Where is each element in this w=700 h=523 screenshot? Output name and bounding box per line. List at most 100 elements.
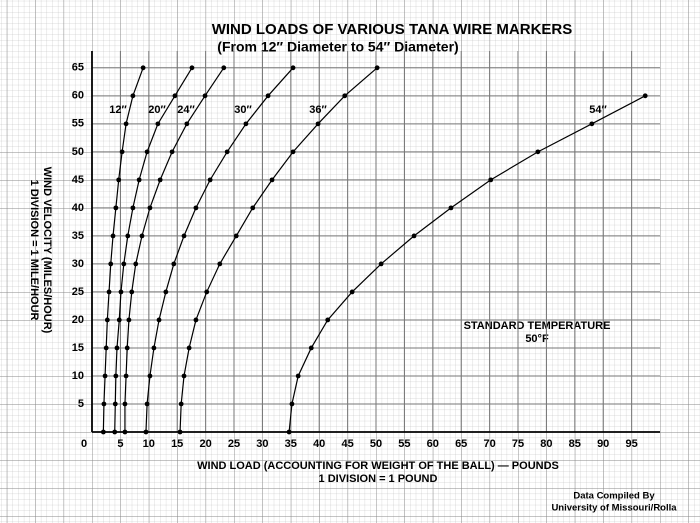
source-note: University of Missouri/Rolla (551, 503, 677, 514)
data-point (202, 93, 208, 99)
y-axis-subtitle: 1 DIVISION = 1 MILE/HOUR (28, 180, 40, 321)
data-point (108, 261, 114, 267)
x-tick-label: 85 (569, 438, 581, 450)
data-point (113, 205, 119, 211)
data-point (125, 233, 131, 239)
data-point (110, 233, 116, 239)
y-tick-label: 25 (72, 286, 84, 298)
data-point (155, 121, 161, 127)
data-point (163, 289, 169, 295)
series-line (145, 67, 294, 433)
data-point (140, 65, 146, 71)
x-tick-label: 55 (398, 438, 410, 450)
data-point (243, 121, 249, 127)
data-point (269, 177, 275, 183)
data-point (290, 65, 296, 71)
data-point (193, 205, 199, 211)
data-point (116, 317, 122, 323)
data-point (286, 429, 292, 435)
data-point (207, 177, 213, 183)
x-axis-subtitle: 1 DIVISION = 1 POUND (319, 473, 438, 485)
data-point (147, 373, 153, 379)
x-tick-label: 95 (625, 438, 637, 450)
data-point (488, 177, 494, 183)
series-line (102, 67, 144, 433)
data-point (315, 121, 321, 127)
data-point (123, 373, 129, 379)
x-tick-label: 75 (512, 438, 524, 450)
data-point (342, 93, 348, 99)
x-tick-label: 30 (256, 438, 268, 450)
x-tick-label: 70 (483, 438, 495, 450)
x-tick-label: 90 (597, 438, 609, 450)
data-point (374, 65, 380, 71)
data-point (265, 93, 271, 99)
y-tick-label: 10 (72, 370, 84, 382)
data-point (289, 401, 295, 407)
annotation: STANDARD TEMPERATURE (464, 320, 611, 332)
data-point (295, 373, 301, 379)
data-point (106, 289, 112, 295)
x-tick-label: 40 (313, 438, 325, 450)
series-label: 12″ (109, 104, 127, 116)
series-line (179, 67, 378, 433)
y-tick-label: 35 (72, 230, 84, 242)
data-point (186, 345, 192, 351)
data-point (193, 317, 199, 323)
data-point (133, 261, 139, 267)
data-point (144, 401, 150, 407)
y-tick-label: 45 (72, 174, 84, 186)
data-point (290, 149, 296, 155)
data-point (147, 205, 153, 211)
y-tick-label: 15 (72, 342, 84, 354)
data-point (181, 373, 187, 379)
data-point (121, 261, 127, 267)
data-point (112, 401, 118, 407)
data-point (118, 289, 124, 295)
data-point (112, 429, 118, 435)
data-point (130, 93, 136, 99)
y-tick-label: 50 (72, 146, 84, 158)
series-line (114, 67, 193, 433)
x-axis-title: WIND LOAD (ACCOUNTING FOR WEIGHT OF THE … (197, 460, 559, 472)
series-label: 30″ (234, 104, 252, 116)
y-tick-label: 55 (72, 118, 84, 130)
series-label: 20″ (148, 104, 166, 116)
y-tick-label: 20 (72, 314, 84, 326)
data-point (123, 121, 129, 127)
data-point (177, 429, 183, 435)
data-point (100, 429, 106, 435)
data-point (535, 149, 541, 155)
data-point (448, 205, 454, 211)
data-point (233, 233, 239, 239)
x-tick-label: 60 (427, 438, 439, 450)
y-axis-title: WIND VELOCITY (MILES/HOUR) (41, 167, 53, 334)
x-tick-label: 10 (143, 438, 155, 450)
x-tick-label: 25 (228, 438, 240, 450)
data-point (139, 233, 145, 239)
data-point (143, 429, 149, 435)
data-point (101, 401, 107, 407)
x-tick-label: 15 (171, 438, 183, 450)
data-point (102, 373, 108, 379)
x-tick-label: 20 (199, 438, 211, 450)
data-point (116, 177, 122, 183)
data-point (126, 317, 132, 323)
data-point (130, 205, 136, 211)
annotation: 50°F (525, 333, 549, 345)
data-point (104, 317, 110, 323)
data-point (308, 345, 314, 351)
data-point (157, 177, 163, 183)
data-point (122, 401, 128, 407)
x-tick-label: 5 (117, 438, 123, 450)
y-tick-label: 40 (72, 202, 84, 214)
x-tick-label: 65 (455, 438, 467, 450)
data-point (411, 233, 417, 239)
data-point (642, 93, 648, 99)
data-point (349, 289, 355, 295)
x-tick-label: 50 (370, 438, 382, 450)
x-tick-label: 35 (285, 438, 297, 450)
data-point (589, 121, 595, 127)
data-point (144, 149, 150, 155)
data-point (113, 373, 119, 379)
